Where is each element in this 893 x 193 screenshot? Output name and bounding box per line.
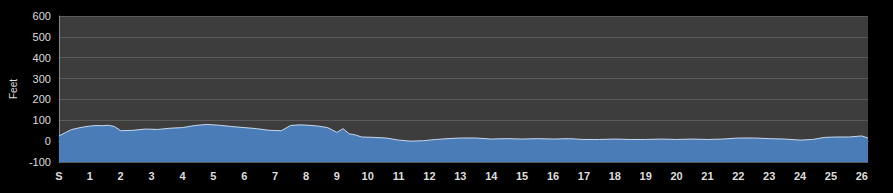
svg-text:1: 1 <box>87 170 93 182</box>
svg-text:500: 500 <box>33 31 51 43</box>
svg-text:300: 300 <box>33 73 51 85</box>
svg-text:3: 3 <box>148 170 154 182</box>
svg-text:19: 19 <box>640 170 652 182</box>
svg-text:Feet: Feet <box>8 79 19 99</box>
svg-text:8: 8 <box>303 170 309 182</box>
svg-text:9: 9 <box>334 170 340 182</box>
svg-text:600: 600 <box>33 10 51 22</box>
svg-text:15: 15 <box>516 170 528 182</box>
svg-text:26: 26 <box>856 170 868 182</box>
svg-text:25: 25 <box>825 170 837 182</box>
svg-text:0: 0 <box>45 135 51 147</box>
svg-text:18: 18 <box>609 170 621 182</box>
svg-text:11: 11 <box>393 170 405 182</box>
svg-text:12: 12 <box>423 170 435 182</box>
svg-text:14: 14 <box>485 170 498 182</box>
svg-text:17: 17 <box>578 170 590 182</box>
svg-text:200: 200 <box>33 93 51 105</box>
svg-text:100: 100 <box>33 114 51 126</box>
svg-text:-100: -100 <box>29 156 51 168</box>
svg-text:4: 4 <box>179 170 186 182</box>
svg-text:7: 7 <box>272 170 278 182</box>
svg-text:10: 10 <box>362 170 374 182</box>
svg-text:2: 2 <box>118 170 124 182</box>
svg-text:22: 22 <box>732 170 744 182</box>
svg-text:20: 20 <box>670 170 682 182</box>
svg-text:6: 6 <box>241 170 247 182</box>
svg-text:23: 23 <box>763 170 775 182</box>
svg-text:S: S <box>55 170 62 182</box>
svg-text:5: 5 <box>210 170 216 182</box>
svg-text:24: 24 <box>794 170 807 182</box>
svg-text:13: 13 <box>454 170 466 182</box>
svg-text:21: 21 <box>701 170 713 182</box>
svg-text:400: 400 <box>33 52 51 64</box>
svg-text:16: 16 <box>547 170 559 182</box>
